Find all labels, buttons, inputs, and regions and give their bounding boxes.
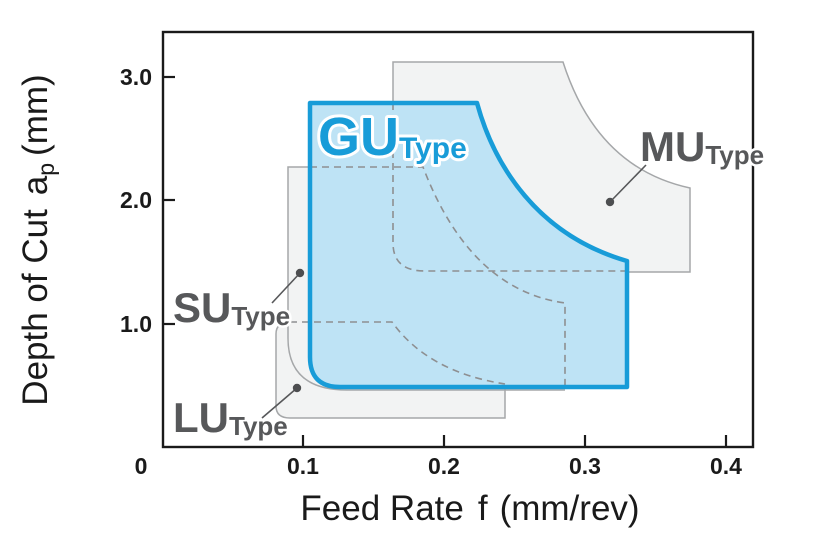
region-gu-area: [310, 103, 627, 387]
x-tick-label-0: 0: [135, 453, 148, 479]
x-tick-marks: [301, 435, 728, 447]
su-leader-dot: [295, 268, 305, 278]
region-label-mu: MUType: [640, 123, 764, 170]
region-lu-hidden-boundary: [290, 321, 506, 385]
region-su-visible-boundary: [287, 166, 565, 391]
y-tick-label-3: 3.0: [120, 64, 152, 90]
x-tick-label-04: 0.4: [710, 453, 742, 479]
x-tick-label-03: 0.3: [569, 453, 601, 479]
y-tick-marks: [163, 75, 175, 326]
x-tick-label-01: 0.1: [287, 453, 319, 479]
region-mu-visible-boundary: [392, 61, 691, 273]
region-su-hidden-boundary: [310, 166, 566, 389]
su-leader-line: [271, 272, 301, 304]
lu-leader-line: [261, 387, 298, 419]
y-tick-label-1: 1.0: [120, 311, 152, 337]
mu-leader-dot: [605, 197, 615, 207]
su-leader: [271, 268, 305, 304]
y-tick-labels: 3.0 2.0 1.0: [120, 64, 152, 337]
x-tick-labels: 0 0.1 0.2 0.3 0.4: [135, 453, 743, 479]
region-label-lu: LUType: [173, 394, 288, 441]
mu-leader-line: [609, 164, 647, 203]
plot-border: [161, 30, 755, 449]
mu-leader: [605, 164, 647, 207]
lu-leader-dot: [292, 383, 302, 393]
y-tick-label-2: 2.0: [120, 187, 152, 213]
x-tick-label-02: 0.2: [428, 453, 460, 479]
x-axis-title: Feed Rate f (mm/rev): [300, 489, 639, 528]
region-label-gu: GUType: [318, 107, 467, 167]
y-axis-title: Depth of Cutap(mm): [16, 74, 59, 405]
region-gu-boundary: [307, 100, 630, 390]
region-label-su: SUType: [173, 284, 290, 331]
lu-leader: [261, 383, 302, 419]
